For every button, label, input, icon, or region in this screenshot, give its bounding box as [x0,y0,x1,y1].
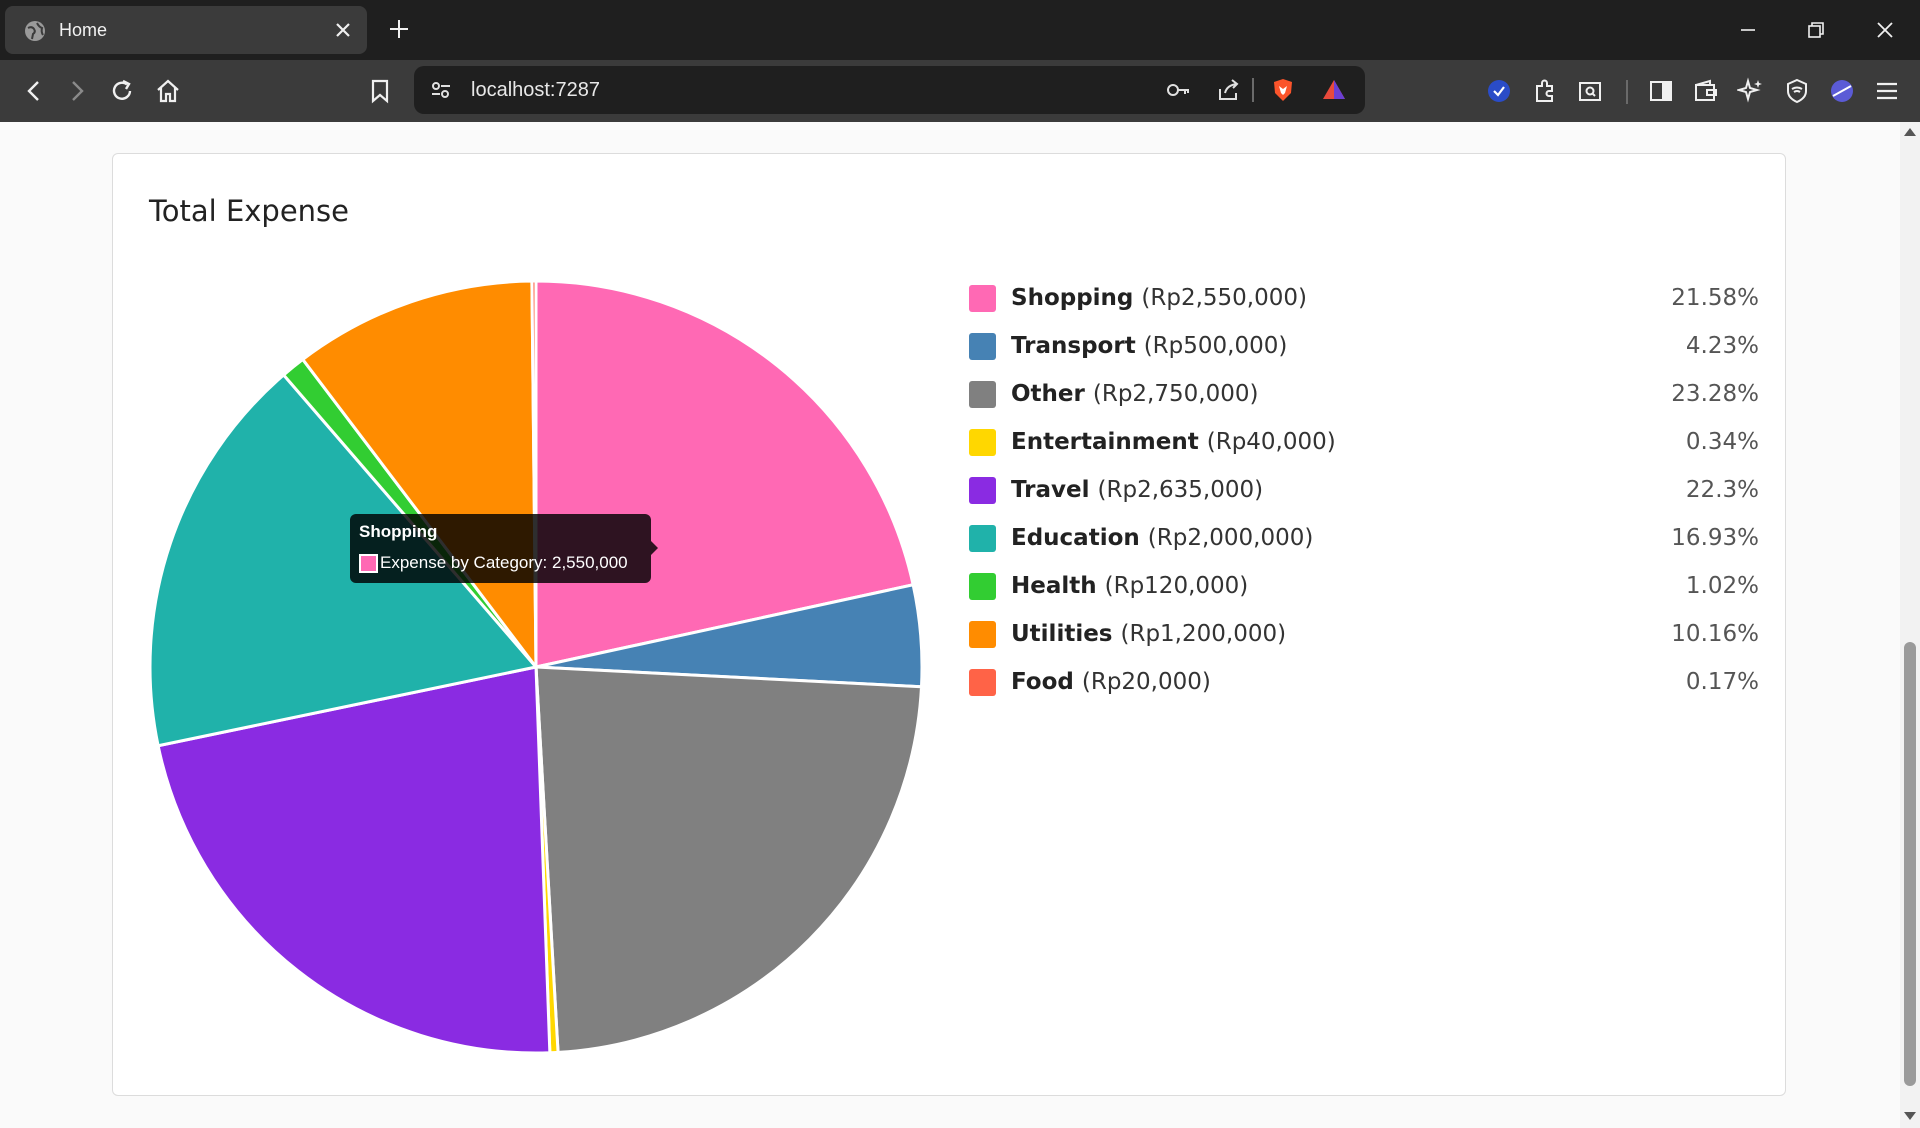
legend-label: Shopping (Rp2,550,000) [1011,285,1307,311]
legend-label: Entertainment (Rp40,000) [1011,429,1336,455]
legend-swatch [969,285,996,312]
expense-pie-chart [148,279,924,1055]
pie-slice-travel[interactable] [156,665,552,1055]
legend-swatch [969,669,996,696]
legend-percent: 4.23% [1685,333,1759,359]
bookmark-icon[interactable] [366,77,394,105]
legend-swatch [969,573,996,600]
new-tab-icon[interactable] [388,18,410,40]
legend-amount: (Rp2,550,000) [1141,285,1307,311]
site-settings-icon[interactable] [428,77,454,103]
close-window-icon[interactable] [1871,16,1899,44]
legend-amount: (Rp1,200,000) [1120,621,1287,647]
home-icon[interactable] [154,77,182,105]
legend-percent: 22.3% [1685,477,1759,503]
vpn-shield-icon[interactable] [1783,77,1811,105]
reload-icon[interactable] [108,77,136,105]
legend-swatch [969,621,996,648]
legend-amount: (Rp2,635,000) [1097,477,1264,503]
legend-amount: (Rp500,000) [1143,333,1288,359]
leo-ai-icon[interactable] [1737,77,1765,105]
legend-item[interactable]: Other (Rp2,750,000) 23.28% [969,375,1759,415]
legend-percent: 1.02% [1685,573,1759,599]
brave-rewards-icon[interactable] [1321,77,1347,103]
menu-icon[interactable] [1873,77,1901,105]
share-icon[interactable] [1216,77,1242,103]
page-scrollbar[interactable] [1900,122,1920,1128]
key-icon[interactable] [1165,77,1191,103]
verified-extension-icon[interactable] [1486,78,1512,104]
wallet-icon[interactable] [1692,77,1720,105]
scroll-up-icon[interactable] [1904,128,1916,136]
tooltip-body: Expense by Category: 2,550,000 [380,553,628,572]
legend-label: Education (Rp2,000,000) [1011,525,1314,551]
forward-icon[interactable] [63,77,91,105]
globe-icon [25,21,45,41]
tab-home[interactable]: Home [5,6,367,54]
legend-label: Health (Rp120,000) [1011,573,1249,599]
toolbar-separator [1626,80,1628,104]
tab-strip: Home [0,0,1920,60]
legend-amount: (Rp20,000) [1081,669,1211,695]
legend-percent: 10.16% [1671,621,1759,647]
chart-tooltip: Shopping Expense by Category: 2,550,000 [350,514,658,583]
legend-label: Food (Rp20,000) [1011,669,1211,695]
legend-item[interactable]: Education (Rp2,000,000) 16.93% [969,519,1759,559]
legend-label: Utilities (Rp1,200,000) [1011,621,1287,647]
card-title: Total Expense [149,194,350,228]
legend-item[interactable]: Utilities (Rp1,200,000) 10.16% [969,615,1759,655]
url-text[interactable]: localhost:7287 [471,79,600,101]
legend-percent: 0.17% [1685,669,1759,695]
back-icon[interactable] [20,77,48,105]
tab-title: Home [59,20,108,40]
legend-percent: 16.93% [1671,525,1759,551]
legend-item[interactable]: Shopping (Rp2,550,000) 21.58% [969,279,1759,319]
legend-label: Transport (Rp500,000) [1011,333,1288,359]
legend-label: Travel (Rp2,635,000) [1011,477,1264,503]
minimize-icon[interactable] [1734,16,1762,44]
legend-percent: 23.28% [1671,381,1759,407]
browser-toolbar: localhost:7287 [0,60,1920,122]
legend-swatch [969,429,996,456]
brave-shields-icon[interactable] [1270,77,1296,103]
legend-item[interactable]: Entertainment (Rp40,000) 0.34% [969,423,1759,463]
legend-amount: (Rp120,000) [1104,573,1249,599]
sidebar-icon[interactable] [1647,77,1675,105]
legend-swatch [969,477,996,504]
scroll-thumb[interactable] [1904,642,1916,1086]
legend-label: Other (Rp2,750,000) [1011,381,1259,407]
expense-card: Total Expense Shopping (Rp2,550,000) 21.58… [112,153,1786,1096]
address-bar[interactable]: localhost:7287 [414,66,1365,114]
page-viewport: Total Expense Shopping (Rp2,550,000) 21.58… [0,122,1900,1128]
profile-avatar-icon[interactable] [1828,77,1856,105]
legend-percent: 0.34% [1685,429,1759,455]
pie-slice-other[interactable] [534,665,924,1054]
legend-item[interactable]: Transport (Rp500,000) 4.23% [969,327,1759,367]
tooltip-swatch [359,554,378,573]
legend-swatch [969,333,996,360]
close-tab-icon[interactable] [333,20,353,40]
legend-amount: (Rp2,750,000) [1092,381,1259,407]
legend-amount: (Rp2,000,000) [1147,525,1314,551]
pie-slice-education[interactable] [148,372,539,748]
legend-item[interactable]: Health (Rp120,000) 1.02% [969,567,1759,607]
extensions-icon[interactable] [1531,77,1559,105]
legend-percent: 21.58% [1671,285,1759,311]
restore-icon[interactable] [1802,16,1830,44]
tooltip-title: Shopping [359,522,438,541]
url-separator [1252,78,1254,102]
legend-swatch [969,381,996,408]
tab-search-icon[interactable] [1576,77,1604,105]
legend-item[interactable]: Travel (Rp2,635,000) 22.3% [969,471,1759,511]
legend-item[interactable]: Food (Rp20,000) 0.17% [969,663,1759,703]
scroll-down-icon[interactable] [1904,1112,1916,1120]
legend-swatch [969,525,996,552]
legend-amount: (Rp40,000) [1206,429,1336,455]
